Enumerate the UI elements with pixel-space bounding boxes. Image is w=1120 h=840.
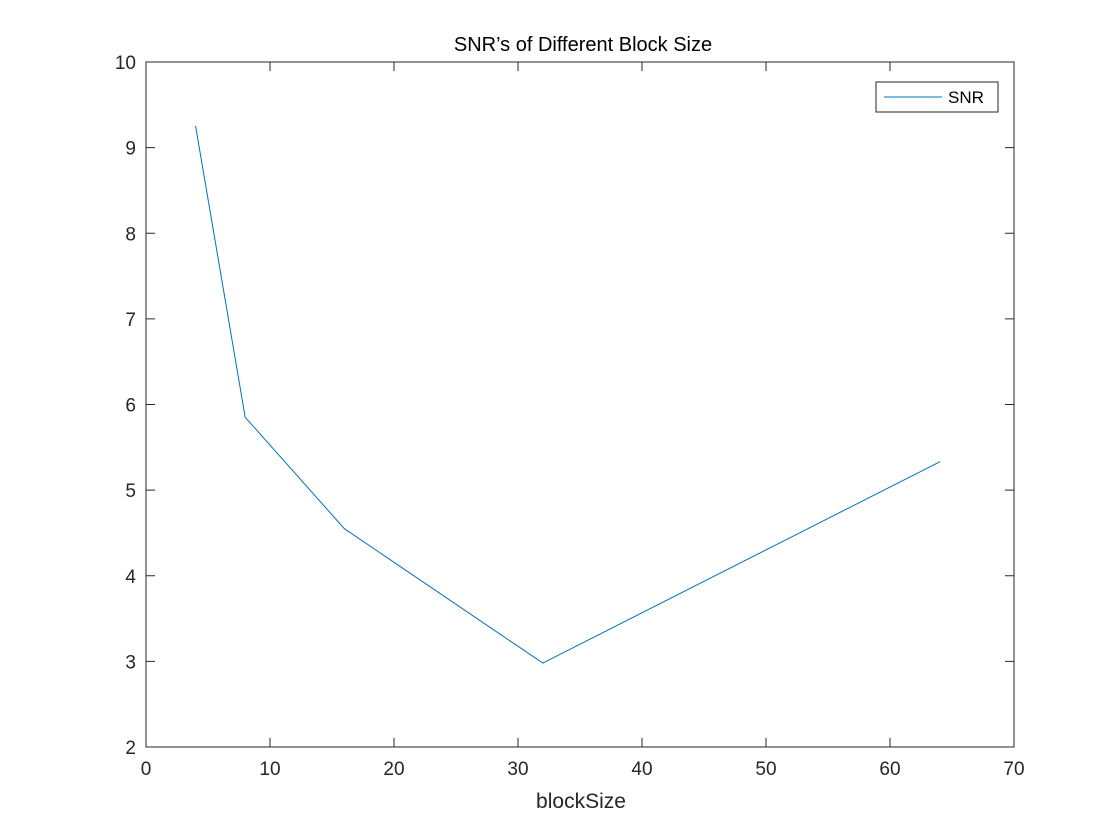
data-point-snr [542,662,544,664]
y-tick-label: 9 [125,139,136,160]
x-tick-label: 10 [259,759,280,780]
x-tick-label: 60 [879,759,900,780]
y-tick-label: 6 [125,396,136,417]
series-layer [195,125,941,664]
data-point-snr [343,528,345,530]
x-tick-label: 20 [383,759,404,780]
x-axis-label: blockSize [536,790,626,813]
y-tick-label: 2 [125,738,136,759]
y-tick-label: 8 [125,224,136,245]
legend-label-snr: SNR [948,88,984,107]
x-tick-label: 30 [507,759,528,780]
y-tick-label: 7 [125,310,136,331]
y-tick-label: 3 [125,652,136,673]
y-tick-label: 4 [125,567,136,588]
data-point-snr [244,416,246,418]
x-tick-label: 40 [631,759,652,780]
data-point-snr [195,125,197,127]
x-tick-label: 0 [141,759,152,780]
y-tick-label: 10 [115,53,136,74]
x-tick-label: 50 [755,759,776,780]
plot-area: 0 10 20 30 40 50 60 70 2 3 4 5 6 7 8 9 10 [115,53,1025,780]
y-axis-ticks: 2 3 4 5 6 7 8 9 10 [115,53,1014,759]
chart-title: SNR’s of Different Block Size [454,34,712,56]
data-point-snr [939,461,941,463]
axes-box [145,61,1015,748]
x-tick-label: 70 [1003,759,1024,780]
y-tick-label: 5 [125,481,136,502]
x-axis-ticks: 0 10 20 30 40 50 60 70 [141,62,1025,780]
legend: SNR [875,81,999,113]
